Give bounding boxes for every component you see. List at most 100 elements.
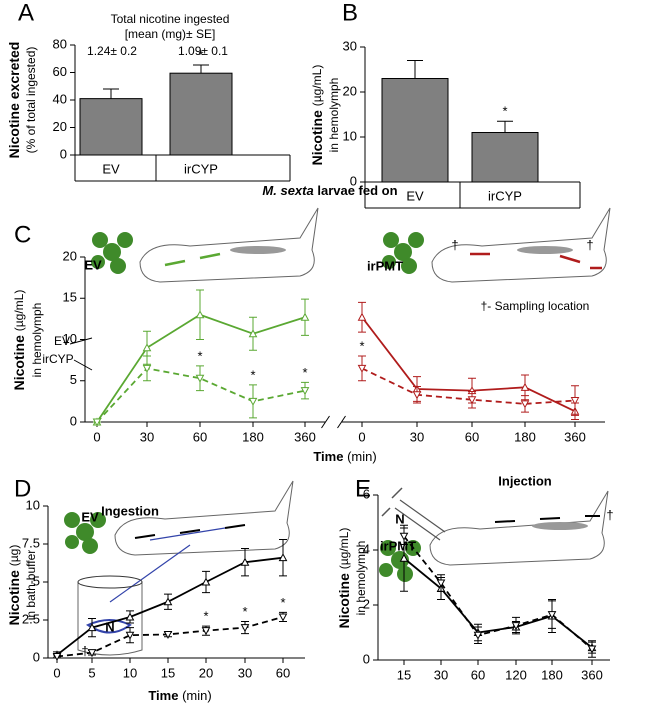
- x-tick-label: 0: [93, 429, 100, 444]
- x-axis-label-unit: (min): [347, 449, 377, 464]
- x-tick-label: 360: [294, 429, 316, 444]
- marker: [142, 343, 152, 352]
- y-tick-label: 5: [70, 372, 77, 387]
- x-tick-label: 180: [514, 429, 536, 444]
- significance-star: *: [280, 595, 285, 610]
- marker: [570, 397, 580, 406]
- significance-star: *: [302, 365, 307, 380]
- x-axis-label-unit: (min): [182, 688, 212, 703]
- y-axis-label-unit: (µg/mL): [310, 65, 324, 107]
- x-tick-label: 180: [242, 429, 264, 444]
- x-axis-label: Time (min): [148, 688, 211, 703]
- error-bar: [193, 64, 209, 74]
- y-tick-label: 20: [343, 83, 357, 98]
- y-axis-label: Nicotine (µg): [6, 545, 22, 626]
- y-axis-label: Nicotine excreted: [6, 42, 22, 159]
- y-axis-label-unit: (µg/mL): [337, 528, 351, 570]
- x-tick-label: 30: [434, 667, 448, 682]
- y-tick-label: 2: [363, 596, 370, 611]
- x-tick-label: 30: [410, 429, 424, 444]
- annotation: irPMT: [380, 538, 416, 553]
- bar: [169, 72, 233, 156]
- x-tick-label: 60: [465, 429, 479, 444]
- y-tick-label: 15: [63, 290, 77, 305]
- marker: [240, 624, 250, 633]
- annotation: N: [395, 511, 404, 526]
- x-tick-label: 5: [88, 665, 95, 680]
- marker: [248, 397, 258, 406]
- legend-label: EV: [54, 334, 70, 348]
- marker: [520, 400, 530, 409]
- significance-star: *: [242, 604, 247, 619]
- marker: [87, 649, 97, 658]
- significance-star: *: [203, 609, 208, 624]
- group-label-text: larvae fed on: [317, 183, 397, 198]
- y-axis-label-main: Nicotine: [11, 335, 27, 390]
- x-tick-label: 30: [140, 429, 154, 444]
- x-tick-label: 20: [199, 665, 213, 680]
- marker: [467, 396, 477, 405]
- y-axis-label: Nicotine (µg/mL): [309, 65, 325, 166]
- y-tick-label: 10: [63, 331, 77, 346]
- annotation: 1.24± 0.2: [87, 44, 137, 58]
- annotation: EV: [84, 257, 102, 272]
- x-axis-label-main: Time: [313, 449, 343, 464]
- series-line: [96, 313, 306, 423]
- y-axis-label-main: Nicotine: [309, 110, 325, 165]
- annotation: irPMT: [367, 258, 403, 273]
- marker: [201, 627, 211, 636]
- marker: [520, 382, 530, 391]
- y-tick-label: 0: [70, 413, 77, 428]
- annotation: [mean (mg)± SE]: [125, 27, 216, 41]
- y-tick-label: 0: [33, 649, 40, 664]
- x-tick-label: 360: [564, 429, 586, 444]
- marker: [412, 391, 422, 400]
- y-axis-label-sub: in hemolymph: [327, 78, 341, 153]
- y-axis-label-main: Nicotine: [6, 570, 22, 625]
- marker: [547, 611, 557, 620]
- y-tick-label: 6: [363, 486, 370, 501]
- annotation: Total nicotine ingested: [111, 12, 230, 26]
- marker: [473, 631, 483, 640]
- marker: [125, 631, 135, 640]
- y-tick-label: 60: [53, 64, 67, 79]
- x-tick-label: 60: [193, 429, 207, 444]
- legend-label: irCYP: [42, 352, 73, 366]
- significance-star: *: [197, 348, 202, 363]
- y-tick-label: 0: [350, 173, 357, 188]
- group-label: M. sexta larvae fed on: [262, 183, 397, 198]
- bar: [471, 132, 539, 183]
- x-tick-label: 10: [123, 665, 137, 680]
- panel-letter: B: [342, 0, 358, 26]
- marker: [357, 364, 367, 373]
- bar: [381, 78, 449, 183]
- marker: [248, 329, 258, 338]
- panel-letter: D: [14, 475, 31, 502]
- x-tick-label: 30: [238, 665, 252, 680]
- annotation: †: [451, 237, 458, 252]
- y-axis-label-unit: (µg/mL): [12, 290, 26, 332]
- marker: [399, 532, 409, 541]
- x-tick-label: 360: [581, 667, 603, 682]
- x-tick-label: 15: [161, 665, 175, 680]
- y-tick-label: 10: [26, 497, 40, 512]
- y-axis-label-sub: in hemolymph: [354, 541, 368, 616]
- x-tick-label: 60: [276, 665, 290, 680]
- marker: [357, 312, 367, 321]
- y-tick-label: 20: [63, 248, 77, 263]
- marker: [87, 623, 97, 632]
- y-tick-label: 5: [33, 573, 40, 588]
- marker: [399, 553, 409, 562]
- y-tick-label: 80: [53, 36, 67, 51]
- y-tick-label: 30: [343, 38, 357, 53]
- y-axis-label: Nicotine (µg/mL): [336, 528, 352, 629]
- x-tick-label: irCYP: [184, 161, 218, 176]
- series-line: [56, 556, 284, 656]
- error-bar: [407, 60, 423, 79]
- annotation: †- Sampling location: [481, 299, 590, 313]
- marker: [201, 577, 211, 586]
- x-tick-label: 120: [505, 667, 527, 682]
- x-tick-label: 15: [397, 667, 411, 682]
- annotation: Injection: [498, 473, 552, 488]
- marker: [278, 553, 288, 562]
